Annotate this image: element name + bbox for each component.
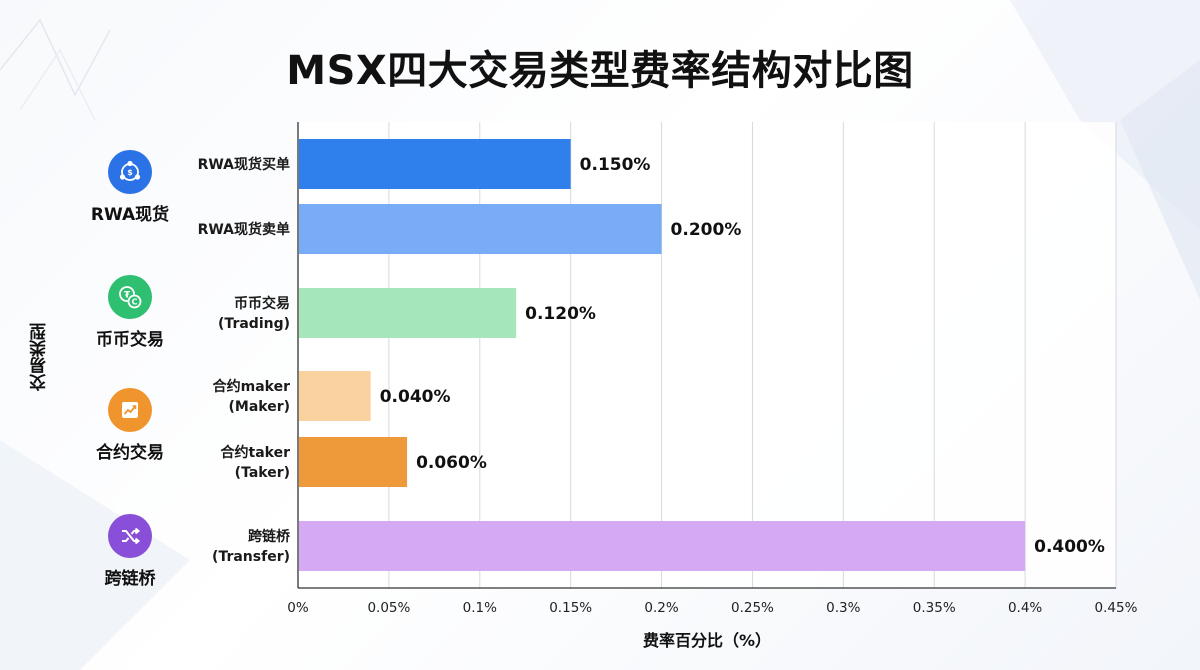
svg-text:₮: ₮ bbox=[124, 291, 131, 301]
bar bbox=[299, 204, 662, 254]
contract-chart-icon bbox=[108, 388, 152, 432]
svg-text:$: $ bbox=[127, 168, 133, 177]
bar bbox=[299, 139, 571, 189]
group-label-contract: 合约交易 bbox=[96, 443, 164, 463]
group-rwa: $ RWA现货 bbox=[70, 150, 190, 225]
plot-area bbox=[298, 122, 1116, 588]
group-label-rwa: RWA现货 bbox=[90, 205, 170, 225]
x-tick-label: 0.05% bbox=[367, 600, 410, 616]
svg-text:C: C bbox=[132, 298, 138, 307]
value-label: 0.060% bbox=[416, 453, 487, 473]
shuffle-icon bbox=[108, 514, 152, 558]
bar bbox=[299, 288, 517, 338]
group-label-coin: 币币交易 bbox=[96, 330, 164, 350]
x-tick-label: 0.3% bbox=[826, 600, 860, 616]
bar bbox=[299, 521, 1026, 571]
category-label: RWA现货卖单 bbox=[198, 221, 290, 238]
category-label: 跨链桥 bbox=[248, 528, 291, 545]
x-tick-label: 0.45% bbox=[1095, 600, 1138, 616]
category-label: (Trading) bbox=[218, 316, 290, 332]
category-label: (Transfer) bbox=[212, 549, 290, 565]
x-tick-label: 0.4% bbox=[1008, 600, 1042, 616]
x-tick-label: 0.1% bbox=[463, 600, 497, 616]
category-label: 合约taker bbox=[221, 444, 291, 461]
rwa-icon: $ bbox=[108, 150, 152, 194]
category-label: 合约maker bbox=[213, 378, 290, 395]
x-tick-label: 0.35% bbox=[913, 600, 956, 616]
coin-exchange-icon: ₮ C bbox=[108, 275, 152, 319]
x-tick-label: 0.25% bbox=[731, 600, 774, 616]
page-title: MSX四大交易类型费率结构对比图 bbox=[286, 48, 914, 94]
group-coin: ₮ C 币币交易 bbox=[70, 275, 190, 350]
group-contract: 合约交易 bbox=[70, 388, 190, 463]
x-tick-label: 0.2% bbox=[644, 600, 678, 616]
bar bbox=[299, 371, 371, 421]
value-label: 0.120% bbox=[525, 304, 596, 324]
category-label: 币币交易 bbox=[234, 295, 290, 312]
group-bridge: 跨链桥 bbox=[70, 514, 190, 589]
category-label: (Maker) bbox=[228, 399, 290, 415]
x-axis-label: 费率百分比（%） bbox=[642, 631, 772, 650]
bar bbox=[299, 437, 408, 487]
x-tick-label: 0% bbox=[287, 600, 309, 616]
value-label: 0.400% bbox=[1034, 537, 1105, 557]
category-label: RWA现货买单 bbox=[198, 156, 290, 173]
value-label: 0.150% bbox=[580, 155, 651, 175]
group-label-bridge: 跨链桥 bbox=[104, 569, 156, 589]
x-tick-label: 0.15% bbox=[549, 600, 592, 616]
value-label: 0.040% bbox=[380, 387, 451, 407]
value-label: 0.200% bbox=[671, 220, 742, 240]
category-label: (Taker) bbox=[235, 465, 290, 481]
